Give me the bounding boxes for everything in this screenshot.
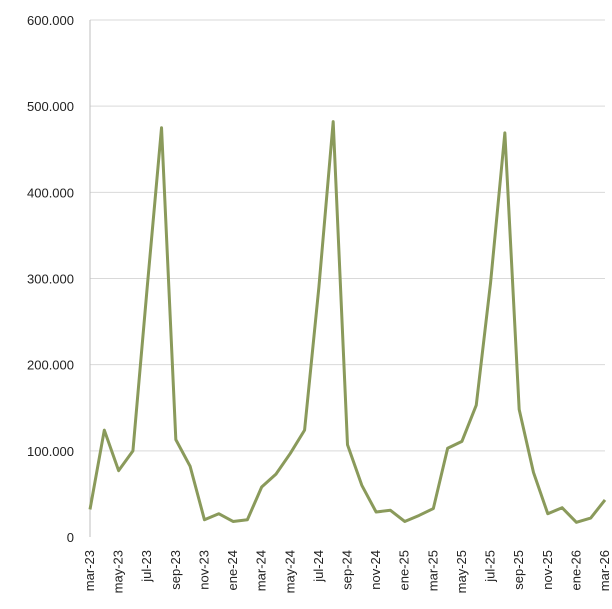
x-tick-label: may-24 — [282, 550, 297, 593]
x-tick-label: ene-24 — [225, 550, 240, 590]
x-tick-label: nov-25 — [540, 550, 555, 590]
y-tick-label: 400.000 — [27, 185, 74, 200]
x-tick-label: ene-25 — [397, 550, 412, 590]
y-tick-labels: 0 100.000 200.000 300.000 400.000 500.000 600.… — [27, 13, 74, 545]
x-tick-label: nov-24 — [368, 550, 383, 590]
x-tick-label: sep-25 — [511, 550, 526, 590]
y-tick-label: 600.000 — [27, 13, 74, 28]
series-line — [88, 120, 607, 524]
y-tick-label: 100.000 — [27, 444, 74, 459]
y-tick-label: 300.000 — [27, 272, 74, 287]
x-tick-label: nov-23 — [196, 550, 211, 590]
x-tick-label: jul-24 — [311, 550, 326, 583]
x-tick-labels: mar-23 may-23 jul-23 sep-23 nov-23 ene-24 mar-… — [82, 550, 612, 593]
x-tick-label: mar-26 — [597, 550, 612, 591]
x-tick-label: jul-25 — [483, 550, 498, 583]
x-tick-label: sep-23 — [168, 550, 183, 590]
x-tick-label: may-23 — [111, 550, 126, 593]
y-tick-label: 200.000 — [27, 358, 74, 373]
y-tick-label: 0 — [67, 530, 74, 545]
x-tick-label: may-25 — [454, 550, 469, 593]
x-tick-label: mar-24 — [254, 550, 269, 591]
x-tick-label: jul-23 — [139, 550, 154, 583]
gridlines — [90, 19, 605, 452]
x-tick-label: mar-23 — [82, 550, 97, 591]
x-tick-label: sep-24 — [340, 550, 355, 590]
x-tick-label: ene-26 — [568, 550, 583, 590]
y-tick-label: 500.000 — [27, 99, 74, 114]
x-tick-label: mar-25 — [425, 550, 440, 591]
